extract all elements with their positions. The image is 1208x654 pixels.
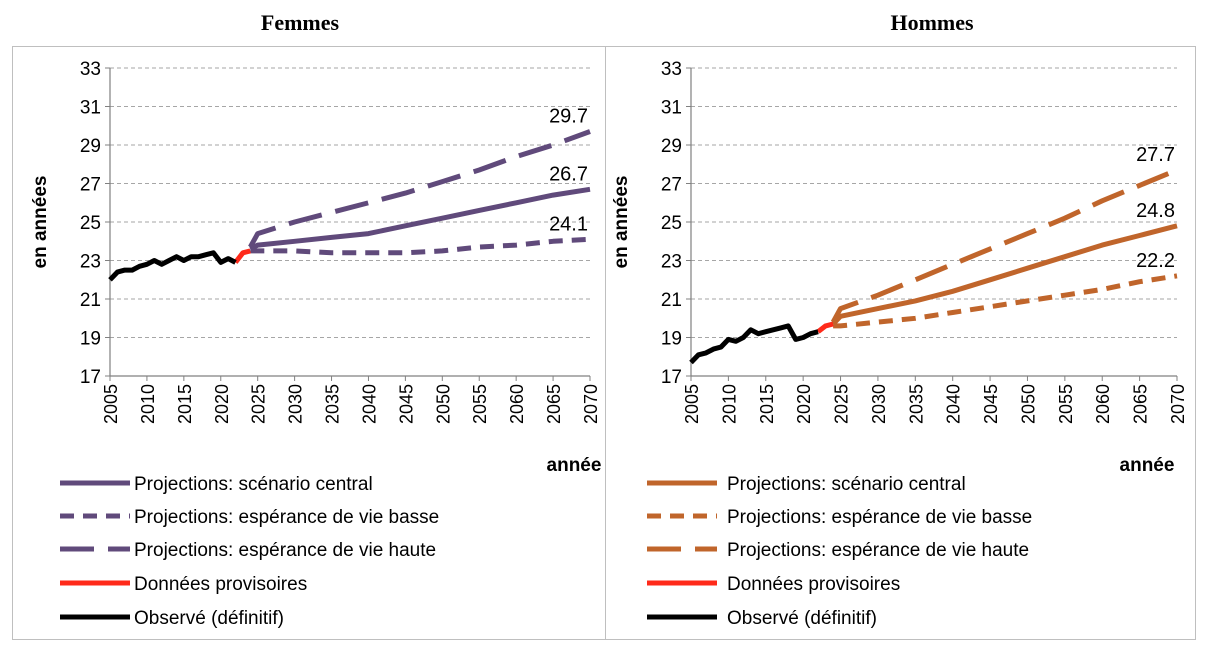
series-line-central	[831, 223, 1178, 326]
end-label-central: 26.7	[549, 163, 588, 185]
x-tick-label: 2025	[832, 384, 852, 424]
x-tick-label: 2040	[944, 384, 964, 424]
legend-label-central: Projections: scénario central	[134, 474, 373, 495]
panel-title-femmes: Femmes	[260, 10, 340, 35]
x-tick-label: 2030	[286, 384, 306, 424]
y-tick-label: 21	[80, 290, 101, 311]
y-tick-label: 23	[80, 252, 101, 273]
end-label-high: 29.7	[549, 106, 588, 128]
x-axis-title: année	[1120, 455, 1175, 476]
x-axis-title: année	[547, 455, 602, 476]
y-tick-label: 23	[661, 252, 682, 273]
legend-label-provisional: Données provisoires	[134, 574, 307, 595]
x-tick-label: 2065	[1131, 384, 1151, 424]
series-line-high	[248, 129, 591, 249]
x-tick-label: 2030	[869, 384, 889, 424]
y-tick-label: 31	[80, 98, 101, 119]
y-tick-label: 17	[661, 367, 682, 388]
x-tick-label: 2045	[396, 384, 416, 424]
x-tick-label: 2070	[581, 384, 601, 424]
x-tick-label: 2055	[470, 384, 490, 424]
x-tick-label: 2005	[682, 384, 702, 424]
x-tick-label: 2020	[212, 384, 232, 424]
series-line-observed	[689, 323, 819, 365]
y-tick-label: 17	[80, 367, 101, 388]
x-tick-label: 2010	[719, 384, 739, 424]
y-tick-label: 25	[661, 213, 682, 234]
x-tick-label: 2060	[507, 384, 527, 424]
x-tick-label: 2005	[101, 384, 121, 424]
series-line-observed	[108, 250, 237, 282]
series-line-high	[830, 167, 1178, 324]
legend-label-high: Projections: espérance de vie haute	[134, 540, 436, 561]
x-tick-label: 2035	[906, 384, 926, 424]
end-label-low: 24.1	[549, 213, 588, 235]
y-tick-label: 33	[661, 59, 682, 80]
legend-label-low: Projections: espérance de vie basse	[134, 507, 439, 528]
y-tick-label: 27	[661, 175, 682, 196]
x-tick-label: 2070	[1168, 384, 1188, 424]
x-tick-label: 2035	[323, 384, 343, 424]
y-tick-label: 31	[661, 98, 682, 119]
x-tick-label: 2015	[175, 384, 195, 424]
x-tick-label: 2065	[544, 384, 564, 424]
chart-hommes: 17 19 21 23 25 27 29 31 33 2005 2010 2015 2020 2025 20…	[611, 59, 1188, 629]
series-line-provisional	[816, 321, 834, 334]
y-axis-title: en années	[30, 176, 51, 269]
x-tick-label: 2020	[794, 384, 814, 424]
panel-title-hommes: Hommes	[890, 10, 974, 35]
x-tick-label: 2025	[249, 384, 269, 424]
y-tick-label: 27	[80, 175, 101, 196]
x-tick-label: 2050	[1018, 384, 1038, 424]
legend-label-observed: Observé (définitif)	[134, 608, 284, 629]
y-tick-label: 29	[661, 136, 682, 157]
x-tick-label: 2060	[1093, 384, 1113, 424]
legend-label-central: Projections: scénario central	[727, 474, 966, 495]
x-tick-label: 2040	[359, 384, 379, 424]
y-tick-label: 19	[80, 329, 101, 350]
series-line-low	[833, 273, 1178, 329]
x-tick-label: 2050	[433, 384, 453, 424]
y-tick-label: 25	[80, 213, 101, 234]
y-tick-label: 29	[80, 136, 101, 157]
y-tick-label: 19	[661, 329, 682, 350]
y-tick-label: 21	[661, 290, 682, 311]
x-tick-label: 2015	[757, 384, 777, 424]
y-axis-title: en années	[611, 176, 632, 269]
legend-label-provisional: Données provisoires	[727, 574, 900, 595]
legend-label-observed: Observé (définitif)	[727, 608, 877, 629]
legend-label-high: Projections: espérance de vie haute	[727, 540, 1029, 561]
x-tick-label: 2055	[1056, 384, 1076, 424]
chart-femmes: 17 19 21 23 25 27 29 31 33 2005 2010 2015 2020 2025 20…	[30, 59, 602, 629]
legend-label-low: Projections: espérance de vie basse	[727, 507, 1032, 528]
series-line-provisional	[233, 248, 251, 264]
series-line-central	[249, 186, 591, 252]
x-tick-label: 2045	[981, 384, 1001, 424]
end-label-central: 24.8	[1136, 200, 1175, 222]
end-label-high: 27.7	[1136, 144, 1175, 166]
y-tick-label: 33	[80, 59, 101, 80]
x-tick-label: 2010	[138, 384, 158, 424]
series-line-low	[250, 236, 591, 256]
end-label-low: 22.2	[1136, 250, 1175, 272]
